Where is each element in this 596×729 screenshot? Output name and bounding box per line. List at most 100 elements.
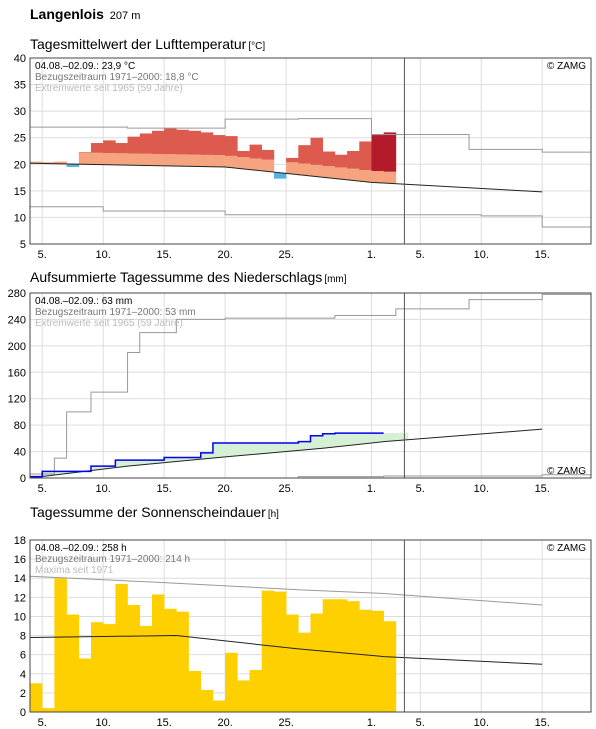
temperature-bar-base <box>261 159 275 172</box>
sunshine-bars <box>30 578 397 712</box>
sunshine-x-tick-label: 5. <box>416 717 425 729</box>
precipitation-x-tick-label: 15. <box>535 483 550 495</box>
precipitation-anomaly-bar <box>377 433 384 442</box>
temperature-bar-base <box>225 155 238 168</box>
temperature-y-tick-label: 20 <box>14 159 26 171</box>
precipitation-anomaly-bar <box>353 433 360 445</box>
sunshine-bar <box>90 622 104 712</box>
station-header: Langenlois 207 m <box>30 6 140 22</box>
precipitation-anomaly-bar <box>401 433 409 440</box>
sunshine-bar <box>383 621 397 712</box>
sunshine-info-line: Bezugszeitraum 1971–2000: 214 h <box>35 554 190 565</box>
temperature-mean-line <box>29 162 543 193</box>
precipitation-anomaly-bar <box>316 435 323 449</box>
temperature-x-tick-label: 10. <box>474 249 489 261</box>
temperature-bar-anomaly <box>322 151 336 167</box>
precipitation-anomaly-bar <box>60 471 67 474</box>
sunshine-chart-title: Tagessumme der Sonnenscheindauer [h] <box>30 504 279 520</box>
precipitation-anomaly-bar <box>194 457 202 460</box>
temperature-bar-anomaly <box>139 133 153 154</box>
temperature-bar-anomaly <box>127 136 141 154</box>
precipitation-y-tick-label: 120 <box>8 394 26 406</box>
sunshine-copyright: © ZAMG <box>547 543 586 554</box>
sunshine-x-tick-label: 15. <box>157 717 172 729</box>
temperature-x-tick-label: 1. <box>367 249 376 261</box>
sunshine-y-tick-label: 0 <box>20 707 26 719</box>
precipitation-anomaly-bar <box>340 433 348 446</box>
precipitation-anomaly-bar <box>395 433 403 441</box>
temperature-bar-anomaly <box>225 136 238 156</box>
temperature-bar-anomaly <box>249 144 263 159</box>
temperature-y-tick-label: 35 <box>14 80 26 92</box>
temperature-bar-anomaly <box>78 152 92 153</box>
precipitation-mean-line <box>29 428 543 479</box>
temperature-bar-anomaly <box>371 135 384 172</box>
precipitation-anomaly-bar <box>103 466 110 469</box>
precipitation-anomaly-bar <box>292 442 299 451</box>
sunshine-y-tick-label: 6 <box>20 650 26 662</box>
sunshine-bar <box>237 680 250 712</box>
temperature-bar-below <box>66 164 80 167</box>
station-altitude: 207 m <box>109 10 141 22</box>
sunshine-info-line: 04.08.–02.09.: 258 h <box>35 543 127 554</box>
sunshine-bar <box>359 609 372 712</box>
precipitation-anomaly-bar <box>328 433 336 448</box>
sunshine-bar <box>322 599 336 712</box>
precipitation-anomaly-bar <box>115 460 122 468</box>
sunshine-bar <box>334 599 348 712</box>
temperature-bar-anomaly <box>164 128 177 155</box>
temperature-bar-base <box>188 154 202 167</box>
precipitation-anomaly-bar <box>139 460 147 465</box>
precipitation-x-tick-label: 15. <box>157 483 172 495</box>
temperature-bar-base <box>359 170 372 182</box>
precipitation-extreme-max-line <box>30 293 591 475</box>
precipitation-y-tick-label: 80 <box>14 420 26 432</box>
precipitation-anomaly-bar <box>310 435 317 450</box>
precipitation-info-line: Bezugszeitraum 1971–2000: 53 mm <box>35 307 196 318</box>
sunshine-x-tick-label: 10. <box>474 717 489 729</box>
precipitation-copyright: © ZAMG <box>547 466 586 477</box>
temperature-bar-anomaly <box>188 130 202 155</box>
sunshine-bar <box>212 700 226 712</box>
sunshine-bar <box>42 708 55 712</box>
precipitation-anomaly-bar <box>273 442 281 453</box>
precipitation-x-tick-label: 10. <box>96 483 111 495</box>
sunshine-y-tick-label: 8 <box>20 631 26 643</box>
temperature-bar-base <box>103 153 116 165</box>
precipitation-anomaly-bar <box>90 466 98 471</box>
temperature-x-tick-label: 5. <box>416 249 425 261</box>
precipitation-anomaly-bar <box>365 433 372 444</box>
temperature-info-line: Bezugszeitraum 1971–2000: 18,8 °C <box>35 72 199 83</box>
precipitation-anomaly-bar <box>225 442 232 457</box>
sunshine-bar <box>225 652 238 712</box>
precipitation-plot-frame <box>29 292 592 479</box>
precipitation-anomaly-bar <box>389 433 397 441</box>
precipitation-anomaly-bar <box>200 452 208 459</box>
temperature-x-tick-label: 5. <box>38 249 47 261</box>
temperature-bar-below <box>273 172 287 179</box>
sunshine-x-tick-label: 25. <box>278 717 293 729</box>
temperature-bar-base <box>310 164 323 177</box>
temperature-info-line: Extremwerte seit 1965 (59 Jahre) <box>35 83 183 94</box>
temperature-copyright: © ZAMG <box>547 61 586 72</box>
temperature-bar-base <box>90 152 104 165</box>
sunshine-bar <box>249 669 263 712</box>
temperature-unit: [°C] <box>248 41 266 52</box>
sunshine-bar <box>286 614 299 712</box>
temperature-chart: 40 35 30 25 20 15 10 5 5. 10. 15. 20. 25. 1. 5. 10. 15. 0… <box>14 53 592 261</box>
precipitation-anomaly-bar <box>151 460 159 464</box>
precipitation-anomaly-bar <box>158 460 165 463</box>
temperature-bar-base <box>371 171 384 183</box>
temperature-bars <box>30 128 397 184</box>
temperature-bar-base <box>249 158 263 171</box>
temperature-bar-anomaly <box>310 137 323 165</box>
precipitation-anomaly-bar <box>212 442 220 458</box>
temperature-bar-base <box>127 153 141 166</box>
precipitation-anomaly-bar <box>188 457 195 461</box>
precipitation-y-tick-label: 160 <box>8 367 26 379</box>
precipitation-anomaly-bar <box>145 460 153 465</box>
sunshine-y-tick-label: 10 <box>14 611 26 623</box>
precipitation-chart: 280 240 200 160 120 80 40 0 5. 10. 15. 20. 25. 1. 5. 10… <box>8 288 592 495</box>
temperature-bar-base <box>286 162 299 175</box>
precipitation-anomaly-bar <box>322 433 330 448</box>
